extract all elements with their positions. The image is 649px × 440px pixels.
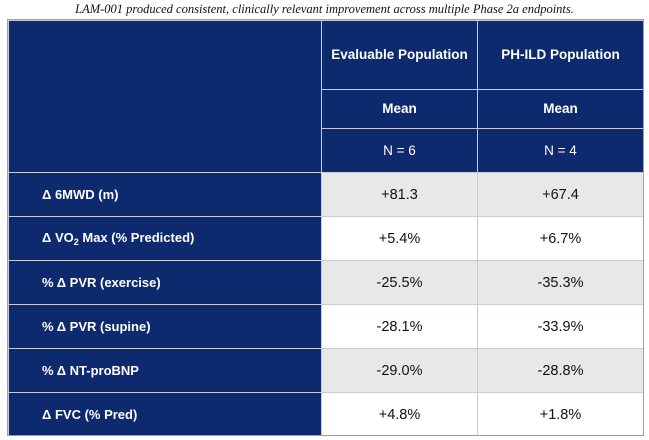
table-row: Δ FVC (% Pred) +4.8% +1.8% bbox=[8, 392, 643, 435]
cell-pvr-supine-ph-ild: -33.9% bbox=[477, 304, 643, 349]
cell-6mwd-ph-ild: +67.4 bbox=[477, 172, 643, 217]
row-label-pvr-supine: % Δ PVR (supine) bbox=[8, 304, 322, 349]
cell-vo2max-evaluable: +5.4% bbox=[321, 216, 478, 261]
row-label-6mwd: Δ 6MWD (m) bbox=[8, 172, 322, 217]
row-label-pvr-exercise: % Δ PVR (exercise) bbox=[8, 260, 322, 305]
table-row: Δ 6MWD (m) +81.3 +67.4 bbox=[8, 172, 643, 217]
table-row: % Δ PVR (supine) -28.1% -33.9% bbox=[8, 304, 643, 349]
cell-pvr-supine-evaluable: -28.1% bbox=[321, 304, 478, 349]
cell-nt-probnp-evaluable: -29.0% bbox=[321, 348, 478, 393]
table-caption: LAM-001 produced consistent, clinically … bbox=[75, 2, 574, 16]
cell-pvr-exercise-ph-ild: -35.3% bbox=[477, 260, 643, 305]
stat-header-ph-ild: Mean bbox=[477, 89, 643, 129]
endpoints-table: Evaluable Population PH-ILD Population M… bbox=[7, 19, 644, 436]
row-label-vo2max: Δ VO2 Max (% Predicted) bbox=[8, 216, 322, 261]
row-label-fvc: Δ FVC (% Pred) bbox=[8, 392, 322, 435]
header-row-n: N = 6 N = 4 bbox=[9, 128, 643, 173]
cell-6mwd-evaluable: +81.3 bbox=[321, 172, 478, 217]
endpoints-table-grid: Evaluable Population PH-ILD Population M… bbox=[8, 20, 643, 435]
cell-pvr-exercise-evaluable: -25.5% bbox=[321, 260, 478, 305]
table-row: Δ VO2 Max (% Predicted) +5.4% +6.7% bbox=[8, 216, 643, 261]
n-header-ph-ild: N = 4 bbox=[477, 128, 643, 173]
cell-nt-probnp-ph-ild: -28.8% bbox=[477, 348, 643, 393]
row-label-vo2max-sub: 2 bbox=[73, 237, 79, 247]
header-row-populations: Evaluable Population PH-ILD Population bbox=[8, 20, 643, 173]
header-row-stat: Mean Mean bbox=[9, 89, 643, 129]
n-header-evaluable: N = 6 bbox=[321, 128, 478, 173]
row-label-vo2max-post: Max (% Predicted) bbox=[78, 230, 195, 245]
cell-vo2max-ph-ild: +6.7% bbox=[477, 216, 643, 261]
column-header-ph-ild: PH-ILD Population bbox=[477, 20, 643, 90]
header-corner-cell bbox=[8, 20, 322, 173]
cell-fvc-ph-ild: +1.8% bbox=[477, 392, 643, 435]
table-row: % Δ NT-proBNP -29.0% -28.8% bbox=[8, 348, 643, 393]
cell-fvc-evaluable: +4.8% bbox=[321, 392, 478, 435]
row-label-vo2max-pre: Δ VO bbox=[42, 230, 74, 245]
row-label-nt-probnp: % Δ NT-proBNP bbox=[8, 348, 322, 393]
stat-header-evaluable: Mean bbox=[321, 89, 478, 129]
table-row: % Δ PVR (exercise) -25.5% -35.3% bbox=[8, 260, 643, 305]
column-header-evaluable: Evaluable Population bbox=[321, 20, 478, 90]
